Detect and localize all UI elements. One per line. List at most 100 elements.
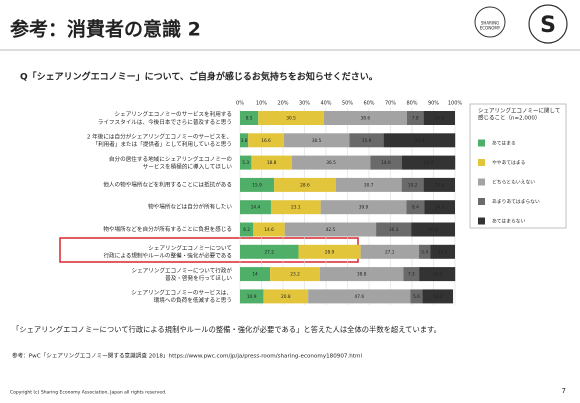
category-label: 物や場所などは自分が所有したい <box>148 203 232 211</box>
value-label: 23.1 <box>291 205 301 211</box>
value-label: 14.6 <box>435 116 445 122</box>
bar-segment <box>370 155 402 170</box>
value-label: 10.2 <box>408 182 418 188</box>
x-tick-label: 80% <box>406 101 417 107</box>
bar-segment <box>335 177 402 192</box>
value-label: 20.4 <box>428 227 438 233</box>
value-label: 11.4 <box>438 249 448 255</box>
bar-segment <box>349 133 384 148</box>
category-label: シェアリングエコノミーのサービスを利用するライフスタイルは、今後日本でさらに普及… <box>98 110 232 126</box>
bar-segment <box>248 133 284 148</box>
x-tick-label: 50% <box>342 101 353 107</box>
category-label: 自分の居住する地域にシェアリングエコノミーのサービスを積極的に導入してほしい <box>109 154 232 170</box>
bar-segment <box>240 244 299 259</box>
value-label: 38.6 <box>361 116 371 122</box>
value-label: 30.7 <box>364 182 374 188</box>
x-tick-label: 70% <box>385 101 396 107</box>
bar-segment <box>376 222 412 237</box>
value-label: 38.8 <box>357 272 367 278</box>
value-label: 5.6 <box>413 294 420 300</box>
bar-segment <box>263 289 309 304</box>
bar-segment <box>291 155 371 170</box>
logo-s: S <box>540 13 556 38</box>
bar-segment <box>270 267 320 282</box>
bar-segment <box>240 267 271 282</box>
copyright: Copyright (c) Sharing Economy Associatio… <box>10 390 166 396</box>
value-label: 14.2 <box>435 205 445 211</box>
value-label: 7.8 <box>412 116 419 122</box>
x-tick-label: 60% <box>363 101 374 107</box>
category-label: シェアリングエコノミーについて行政が普及・啓発を行ってほしい <box>131 266 232 282</box>
bar-segment <box>406 200 425 215</box>
bar-segment <box>424 200 455 215</box>
legend-label: あまりあてはまらない <box>492 198 540 205</box>
bar-segment <box>422 289 454 304</box>
value-label: 30.5 <box>312 138 322 144</box>
bar-segment <box>430 244 455 259</box>
page-number: 7 <box>562 387 566 395</box>
value-label: 23.2 <box>290 272 300 278</box>
category-label: シェアリングエコノミーについて行政による規制やルールの整備・強化が必要である <box>104 244 232 260</box>
bar-segment <box>270 200 321 215</box>
bar-segment <box>423 177 455 192</box>
bar-segment <box>323 111 407 125</box>
value-label: 28.6 <box>300 182 310 188</box>
value-label: 42.5 <box>326 227 336 233</box>
value-label: 18.8 <box>267 160 277 166</box>
value-label: 16.8 <box>432 272 442 278</box>
value-label: 27.2 <box>264 249 274 255</box>
legend-title: シェアリングエコノミーに関して感じること（n=2,000） <box>478 106 560 121</box>
slide-title: 参考：消費者の意識 2 <box>10 18 201 41</box>
bar-segment <box>411 222 455 237</box>
value-label: 14.2 <box>433 294 443 300</box>
x-tick-label: 10% <box>256 101 267 107</box>
bar-segment <box>240 177 275 192</box>
bar-segment <box>419 267 456 282</box>
bar-segment <box>319 267 404 282</box>
bar-segment <box>320 200 407 215</box>
category-label: 2 年後には自分がシェアリングエコノミーのサービスを、「利用者」または「提供者」… <box>87 132 232 148</box>
bar-segment <box>284 222 377 237</box>
bar-segment <box>360 244 419 259</box>
bar-segment <box>240 133 249 148</box>
bar-segment <box>240 200 271 215</box>
value-label: 39.9 <box>359 205 369 211</box>
value-label: 14.6 <box>264 227 274 233</box>
value-label: 5.4 <box>421 249 428 255</box>
bar-segment <box>240 289 264 304</box>
legend-swatch <box>478 159 485 166</box>
legend-label: あてはまる <box>492 141 516 147</box>
x-tick-label: 100% <box>448 101 463 107</box>
x-tick-label: 20% <box>277 101 288 107</box>
bar-segment <box>240 155 252 170</box>
x-tick-label: 30% <box>299 101 310 107</box>
logo-text: SHARING ECONOMY <box>480 20 501 30</box>
legend-swatch <box>478 178 485 186</box>
bar-segment <box>283 133 350 148</box>
logo-seal <box>528 4 568 44</box>
legend-swatch <box>478 139 485 147</box>
bar-segment <box>274 177 336 192</box>
category-label: シェアリングエコノミーのサービスは、環境への負荷を低減すると思う <box>131 288 232 304</box>
legend-box <box>469 103 567 229</box>
legend-swatch <box>478 198 485 205</box>
bar-segment <box>251 155 292 170</box>
bar-segment <box>401 155 456 170</box>
bar-segment <box>253 222 285 237</box>
value-label: 24.9 <box>424 160 434 166</box>
value-label: 33.3 <box>415 138 425 144</box>
bar-segment <box>410 289 423 304</box>
bar-segment <box>383 133 456 148</box>
bar-segment <box>308 289 411 304</box>
source: 参考：PwC「シェアリングエコノミー関する意識調査 2018」https://w… <box>12 352 362 360</box>
value-label: 7.3 <box>408 272 415 278</box>
value-label: 8.5 <box>246 116 253 122</box>
bar-segment <box>240 222 254 237</box>
x-tick-label: 0% <box>236 101 244 107</box>
legend-label: どちらともいえない <box>492 179 535 186</box>
value-label: 36.5 <box>326 160 336 166</box>
value-label: 20.8 <box>281 294 291 300</box>
value-label: 15.9 <box>362 138 372 144</box>
x-tick-label: 90% <box>428 101 439 107</box>
